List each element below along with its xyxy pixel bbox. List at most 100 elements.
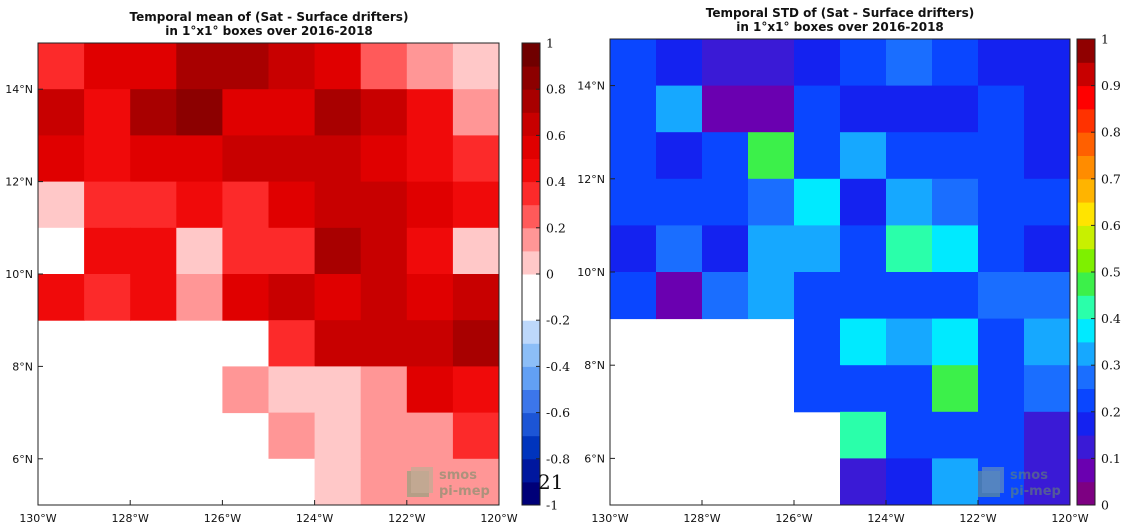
logo-text-pimep: pi-mep: [1010, 484, 1061, 499]
colorbar-tick-label: -1: [546, 498, 558, 513]
map-cell: [794, 178, 841, 226]
map-cell: [656, 85, 703, 133]
map-cell: [886, 411, 933, 459]
map-cell: [886, 458, 933, 506]
colorbar-tick-label: 0: [1101, 498, 1109, 513]
y-tick-label: 10°N: [577, 266, 605, 279]
map-cell: [610, 178, 657, 226]
map-cell: [794, 132, 841, 180]
map-cell: [268, 89, 316, 136]
colorbar-segment: [1077, 62, 1095, 87]
map-cell: [314, 366, 362, 414]
map-cell: [130, 43, 177, 90]
colorbar-segment: [1077, 39, 1095, 63]
map-cell: [886, 132, 933, 180]
map-cell: [268, 458, 316, 506]
map-cell: [222, 366, 269, 414]
colorbar-segment: [1077, 481, 1095, 506]
map-cell: [702, 272, 749, 320]
map-cell: [840, 85, 887, 133]
map-cell: [656, 39, 703, 87]
map-cell: [314, 274, 362, 321]
map-cell: [130, 135, 177, 183]
map-cell: [314, 43, 362, 90]
x-tick-label: 126°W: [775, 512, 812, 525]
map-cell: [840, 318, 887, 366]
map-cell: [406, 320, 454, 367]
x-tick-label: 120°W: [1051, 512, 1088, 525]
map-cell: [222, 43, 269, 90]
map-cell: [38, 89, 85, 136]
map-cell: [84, 274, 131, 321]
colorbar-segment: [1077, 248, 1095, 273]
mean-map-panel: Temporal mean of (Sat - Surface drifters…: [5, 10, 570, 525]
colorbar-tick-label: 0.2: [546, 220, 566, 235]
colorbar-tick-label: -0.4: [546, 359, 570, 374]
map-cell: [38, 135, 85, 183]
map-cell: [702, 85, 749, 133]
map-cell: [794, 272, 841, 320]
map-cell: [406, 89, 454, 136]
y-tick-label: 6°N: [584, 452, 605, 465]
page-number: 21: [538, 470, 563, 494]
map-cell: [932, 318, 979, 366]
mean-colorbar: 1 0.8 0.6 0.4 0.2 0 -0.2 -0.4 -0.6 -0.8 -1: [521, 36, 570, 513]
map-cell: [406, 181, 454, 229]
map-cell: [360, 412, 408, 460]
x-tick-label: 126°W: [204, 512, 241, 525]
colorbar-segment: [1077, 225, 1095, 250]
map-cell: [452, 43, 500, 90]
map-cell: [452, 227, 500, 275]
map-cell: [360, 43, 408, 90]
map-cell: [840, 178, 887, 226]
logo-mark-icon: [407, 471, 429, 497]
map-cell: [978, 272, 1025, 320]
colorbar-segment: [522, 135, 540, 159]
map-cell: [886, 365, 933, 413]
colorbar-segment: [522, 389, 540, 414]
map-cell: [452, 412, 500, 460]
map-cell: [932, 411, 979, 459]
map-cell: [748, 39, 795, 87]
map-cell: [314, 412, 362, 460]
colorbar-segment: [1077, 341, 1095, 366]
map-cell: [406, 135, 454, 183]
y-tick-label: 12°N: [5, 176, 33, 189]
map-cell: [406, 412, 454, 460]
map-cell: [222, 274, 269, 321]
map-cell: [610, 39, 657, 87]
map-cell: [268, 366, 316, 414]
colorbar-segment: [522, 343, 540, 367]
colorbar-tick-label: 0.9: [1101, 78, 1121, 93]
map-cell: [932, 39, 979, 87]
map-cell: [932, 225, 979, 273]
map-cell: [222, 135, 269, 183]
colorbar-tick-label: 0.6: [1101, 218, 1121, 233]
colorbar-segment: [522, 412, 540, 437]
colorbar-tick-label: 0.8: [546, 82, 566, 97]
colorbar-segment: [1077, 388, 1095, 413]
map-cell: [130, 227, 177, 275]
y-tick-label: 8°N: [12, 360, 33, 373]
x-tick-label: 124°W: [867, 512, 904, 525]
map-cell: [794, 85, 841, 133]
map-cell: [886, 85, 933, 133]
logo-mark-icon: [411, 467, 433, 493]
colorbar-segment: [522, 43, 540, 67]
x-tick-label: 122°W: [959, 512, 996, 525]
map-cell: [840, 458, 887, 506]
map-cell: [360, 135, 408, 183]
map-cell: [1024, 365, 1071, 413]
map-cell: [268, 135, 316, 183]
map-cell: [176, 43, 223, 90]
colorbar-tick-label: -0.2: [546, 313, 570, 328]
mean-map-cells: [38, 43, 500, 506]
map-cell: [360, 274, 408, 321]
colorbar-tick-label: 0.4: [546, 174, 566, 189]
map-cell: [268, 274, 316, 321]
colorbar-segment: [522, 204, 540, 229]
map-cell: [268, 43, 316, 90]
